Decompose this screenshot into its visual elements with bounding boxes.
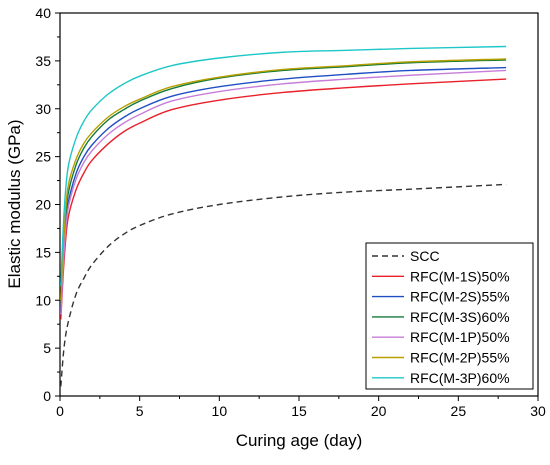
x-tick-label: 5: [136, 403, 144, 419]
legend-label: RFC(M-2P)55%: [410, 350, 510, 366]
legend-label: RFC(M-3S)60%: [410, 309, 510, 325]
y-tick-label: 10: [35, 292, 51, 308]
y-tick-label: 15: [35, 244, 51, 260]
series-line-2: [60, 66, 507, 310]
y-tick-label: 40: [35, 5, 51, 21]
series-line-4: [60, 69, 507, 315]
y-tick-label: 0: [43, 388, 51, 404]
series-line-5: [60, 58, 507, 301]
legend-label: RFC(M-3P)60%: [410, 370, 510, 386]
legend-label: RFC(M-2S)55%: [410, 289, 510, 305]
series-line-3: [60, 59, 507, 306]
x-axis-title: Curing age (day): [236, 431, 363, 450]
series-line-6: [60, 45, 507, 286]
x-tick-label: 10: [212, 403, 228, 419]
y-tick-label: 30: [35, 101, 51, 117]
legend-label: SCC: [410, 248, 440, 264]
x-tick-label: 25: [451, 403, 467, 419]
x-tick-label: 30: [530, 403, 546, 419]
y-tick-label: 25: [35, 149, 51, 165]
x-tick-label: 20: [371, 403, 387, 419]
legend-box: [365, 242, 534, 390]
x-tick-label: 15: [291, 403, 307, 419]
y-tick-label: 35: [35, 53, 51, 69]
legend-label: RFC(M-1P)50%: [410, 329, 510, 345]
y-tick-label: 5: [43, 340, 51, 356]
tick-labels: 0 5 10 15 20 25 30 0 5 10 15 20 25 30 35 40: [35, 5, 546, 419]
series-line-1: [60, 78, 507, 320]
legend-label: RFC(M-1S)50%: [410, 268, 510, 284]
series-lines: [60, 45, 507, 387]
legend: SCC RFC(M-1S)50% RFC(M-2S)55% RFC(M-3S)60% R…: [365, 242, 534, 390]
y-axis-title: Elastic modulus (GPa): [5, 119, 24, 288]
series-line-0: [60, 183, 507, 387]
axis-ticks: [55, 12, 539, 401]
x-tick-label: 0: [56, 403, 64, 419]
y-tick-label: 20: [35, 197, 51, 213]
